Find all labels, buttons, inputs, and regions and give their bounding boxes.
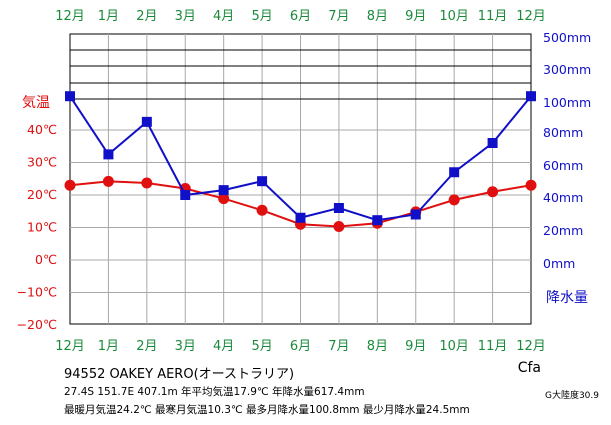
- month-tick-label: 4月: [213, 339, 234, 354]
- precip-tick-label: 0mm: [543, 256, 575, 271]
- temp-tick-label: 20℃: [27, 187, 57, 202]
- temp-tick-label: 30℃: [27, 155, 57, 170]
- temp-tick-label: −10℃: [17, 285, 57, 300]
- temp-point: [448, 194, 460, 206]
- precip-tick-label: 300mm: [543, 62, 591, 77]
- month-tick-label: 8月: [367, 339, 388, 354]
- month-tick-label: 10月: [439, 339, 469, 354]
- month-tick-label: 7月: [328, 9, 349, 24]
- month-tick-label: 12月: [55, 339, 85, 354]
- station-summary: 27.4S 151.7E 407.1m 年平均気温17.9℃ 年降水量617.4…: [64, 386, 365, 398]
- month-tick-label: 7月: [328, 339, 349, 354]
- precip-point: [257, 176, 268, 187]
- grid-lines: [70, 34, 531, 324]
- month-tick-label: 5月: [251, 9, 272, 24]
- month-tick-label: 9月: [405, 339, 426, 354]
- station-extremes: 最暖月気温24.2℃ 最寒月気温10.3℃ 最多月降水量100.8mm 最少月降…: [64, 404, 470, 416]
- month-tick-label: 2月: [136, 9, 157, 24]
- temp-point: [525, 179, 537, 191]
- precip-tick-label: 60mm: [543, 158, 583, 173]
- precip-point: [295, 212, 306, 223]
- y-left-title: 気温: [22, 95, 50, 111]
- precip-point: [526, 91, 536, 102]
- precip-tick-label: 20mm: [543, 223, 583, 238]
- precip-point: [487, 138, 498, 148]
- temp-point: [64, 179, 76, 191]
- precip-point: [65, 91, 75, 102]
- month-tick-label: 6月: [290, 9, 311, 24]
- temp-tick-label: 10℃: [27, 220, 57, 235]
- precip-tick-label: 100mm: [543, 95, 591, 110]
- station-name: 94552 OAKEY AERO(オーストラリア): [64, 367, 295, 382]
- month-tick-label: 9月: [405, 9, 426, 24]
- precip-tick-label: 80mm: [543, 125, 583, 140]
- precip-point: [410, 209, 421, 220]
- temp-point: [487, 186, 499, 198]
- precip-point: [449, 167, 460, 178]
- temp-point: [256, 204, 268, 216]
- precip-tick-label: 500mm: [543, 30, 591, 45]
- month-tick-label: 11月: [478, 339, 508, 354]
- month-tick-label: 12月: [516, 339, 546, 354]
- temp-tick-label: −20℃: [17, 317, 57, 332]
- precip-point: [372, 215, 383, 226]
- y-right-title: 降水量: [546, 290, 588, 306]
- precip-point: [180, 190, 191, 200]
- koppen-class: Cfa: [517, 360, 541, 376]
- temp-point: [141, 177, 153, 189]
- month-tick-label: 1月: [98, 9, 119, 24]
- month-tick-label: 3月: [175, 9, 196, 24]
- series-group: [64, 91, 537, 233]
- temp-point: [333, 221, 345, 233]
- tick-labels: 12月 12月 1月 1月 2月 2月 3月 3月 4月 4月 5月 5月 6月 6月 7月 7月 8月 8月 9月…: [17, 9, 592, 354]
- temp-point: [102, 175, 114, 187]
- month-tick-label: 4月: [213, 9, 234, 24]
- temp-tick-label: 40℃: [27, 122, 57, 137]
- continentality: G大陸度30.9: [544, 391, 599, 401]
- month-tick-label: 11月: [478, 9, 508, 24]
- month-tick-label: 2月: [136, 339, 157, 354]
- temp-point: [218, 193, 230, 205]
- month-tick-label: 8月: [367, 9, 388, 24]
- month-tick-label: 5月: [251, 339, 272, 354]
- precip-tick-label: 40mm: [543, 190, 583, 205]
- precip-point: [218, 185, 229, 196]
- month-tick-label: 1月: [98, 339, 119, 354]
- month-tick-label: 6月: [290, 339, 311, 354]
- month-tick-label: 10月: [439, 9, 469, 24]
- precip-point: [141, 116, 152, 127]
- temp-tick-label: 0℃: [35, 252, 57, 267]
- month-tick-label: 12月: [55, 9, 85, 24]
- precip-point: [333, 203, 344, 213]
- month-tick-label: 12月: [516, 9, 546, 24]
- precip-point: [103, 149, 114, 160]
- month-tick-label: 3月: [175, 339, 196, 354]
